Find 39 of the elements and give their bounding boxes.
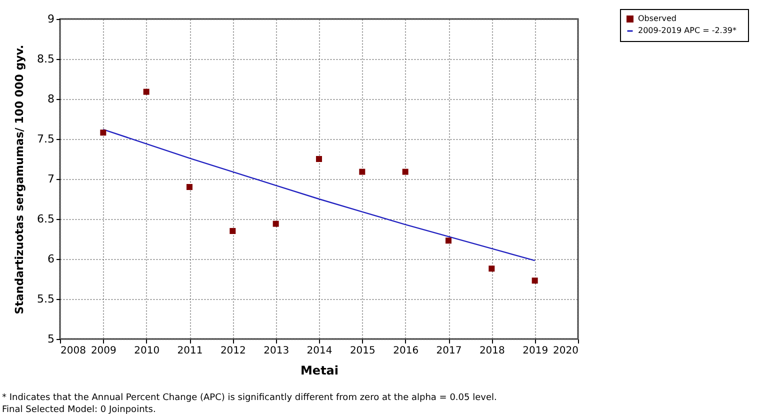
text: Final Selected Model: 0 Joinpoints.	[2, 405, 156, 414]
point	[272, 220, 279, 227]
x-tick-label: 2009	[90, 346, 116, 356]
y-tick-label: 6.5	[37, 212, 54, 226]
point	[359, 168, 366, 175]
x-tick-label: 2014	[306, 346, 332, 356]
y-tick-label: 8.5	[37, 52, 54, 66]
x-tick-label: 2011	[177, 346, 203, 356]
x-tick-label: 2019	[522, 346, 548, 356]
x-tick-label: 2018	[479, 346, 505, 356]
point	[532, 278, 538, 284]
text: * Indicates that the Annual Percent Change (APC) is significantly different from zero at the alpha = 0.05 level.	[2, 393, 497, 403]
y-tick-label: 5.5	[37, 292, 54, 306]
legend-label: Observed	[638, 14, 676, 23]
point	[316, 156, 322, 162]
point	[230, 228, 236, 234]
x-tick-label: 2008	[60, 346, 86, 356]
point	[402, 168, 408, 175]
x-tick-label: 2013	[264, 346, 290, 356]
y-tick-label: 6	[48, 252, 54, 266]
y-tick-label: 7	[48, 172, 54, 186]
point	[143, 88, 150, 95]
x-tick-label: 2020	[553, 346, 578, 356]
x-axis-title: Metai	[300, 364, 339, 378]
point	[100, 130, 106, 136]
y-tick-label: 9	[48, 12, 54, 26]
x-tick-label: 2010	[134, 346, 160, 356]
x-tick-label: 2017	[436, 346, 462, 356]
y-tick-label: 5	[48, 332, 54, 346]
point	[488, 266, 495, 272]
y-axis-title: Standartizuotas sergamumas/ 100 000 gyv.	[13, 44, 26, 314]
legend-label: 2009-2019 APC = -2.39*	[638, 26, 737, 35]
y-tick-label: 7.5	[37, 132, 54, 146]
point	[446, 238, 452, 244]
x-tick-label: 2012	[220, 346, 246, 356]
x-tick-label: 2016	[393, 346, 419, 356]
x-tick-label: 2015	[350, 346, 376, 356]
y-tick-label: 8	[48, 92, 54, 106]
point	[186, 184, 192, 190]
